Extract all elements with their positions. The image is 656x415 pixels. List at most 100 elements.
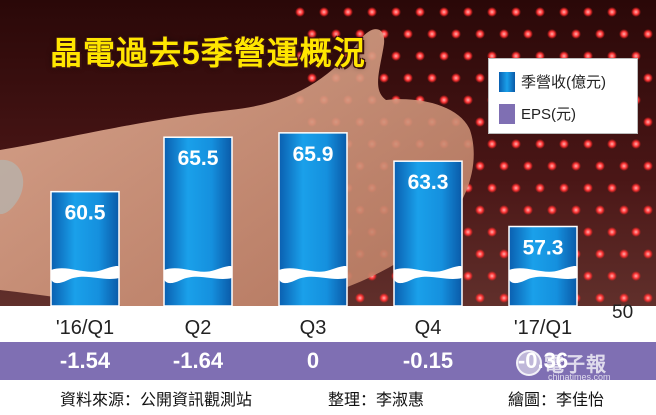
y-baseline-label: 50: [612, 302, 633, 323]
background-led-dot: [607, 271, 617, 281]
background-led-dot: [607, 139, 617, 149]
watermark-circle-icon: [516, 350, 542, 376]
background-led-dot: [319, 7, 329, 17]
background-led-dot: [619, 293, 629, 303]
background-led-dot: [511, 7, 521, 17]
background-led-dot: [451, 29, 461, 39]
legend-label-revenue: 季營收(億元): [521, 74, 606, 91]
background-led-dot: [571, 205, 581, 215]
background-led-dot: [487, 7, 497, 17]
background-led-dot: [523, 205, 533, 215]
background-led-dot: [463, 271, 473, 281]
background-led-dot: [535, 183, 545, 193]
background-led-dot: [379, 73, 389, 83]
background-led-dot: [547, 29, 557, 39]
background-led-dot: [643, 117, 653, 127]
background-led-dot: [475, 161, 485, 171]
background-led-dot: [547, 161, 557, 171]
background-led-dot: [607, 7, 617, 17]
eps-value-label: 0: [306, 348, 320, 373]
background-led-dot: [295, 51, 305, 61]
background-led-dot: [643, 73, 653, 83]
background-led-dot: [511, 139, 521, 149]
background-led-dot: [391, 7, 401, 17]
background-led-dot: [619, 249, 629, 259]
background-led-dot: [619, 29, 629, 39]
revenue-bar-group: 65.9: [278, 132, 348, 307]
background-led-dot: [559, 139, 569, 149]
background-led-dot: [487, 227, 497, 237]
background-led-dot: [595, 29, 605, 39]
legend-swatch-eps: [499, 103, 515, 124]
category-tick-label: '16/Q1: [56, 317, 114, 339]
background-led-dot: [451, 73, 461, 83]
background-led-dot: [583, 183, 593, 193]
background-led-dot: [607, 227, 617, 237]
background-led-dot: [403, 73, 413, 83]
background-led-dot: [439, 95, 449, 105]
watermark-name: 電子報: [544, 354, 607, 376]
background-led-dot: [343, 7, 353, 17]
background-led-dot: [607, 183, 617, 193]
background-led-dot: [595, 249, 605, 259]
background-led-dot: [499, 249, 509, 259]
eps-band: [0, 342, 656, 380]
background-led-dot: [571, 161, 581, 171]
background-led-dot: [331, 29, 341, 39]
background-led-dot: [631, 271, 641, 281]
background-led-dot: [475, 205, 485, 215]
background-led-dot: [583, 271, 593, 281]
background-led-dot: [487, 139, 497, 149]
revenue-bar-chart: 60.565.5 65.963.357.3 '16/Q1 Q2 Q3 Q4'17/Q1 …: [51, 132, 634, 339]
revenue-bar-group: 57.3: [508, 225, 578, 307]
background-led-dot: [643, 293, 653, 303]
watermark-site: chinatimes.com: [548, 372, 611, 382]
background-led-dot: [415, 7, 425, 17]
background-led-dot: [595, 293, 605, 303]
background-led-dot: [355, 293, 365, 303]
background-led-dot: [307, 73, 317, 83]
background-led-dot: [595, 205, 605, 215]
background-led-dot: [511, 183, 521, 193]
background-led-dot: [523, 29, 533, 39]
revenue-bar: [508, 225, 578, 307]
background-led-dot: [643, 29, 653, 39]
legend-swatch-revenue: [499, 71, 515, 92]
background-led-dot: [487, 183, 497, 193]
background-led-dot: [499, 293, 509, 303]
revenue-bar-group: 65.5: [163, 136, 233, 307]
axis-break-wave: [279, 266, 347, 284]
background-led-dot: [619, 205, 629, 215]
background-led-dot: [535, 7, 545, 17]
background-led-dot: [619, 161, 629, 171]
background-led-dot: [415, 51, 425, 61]
background-led-dot: [439, 51, 449, 61]
category-tick-label: Q3: [300, 317, 327, 339]
background-led-dot: [367, 7, 377, 17]
background-led-dot: [475, 29, 485, 39]
background-led-dot: [631, 7, 641, 17]
background-led-dot: [463, 7, 473, 17]
background-led-dot: [295, 7, 305, 17]
background-led-dot: [583, 227, 593, 237]
axis-break-wave: [509, 266, 577, 284]
credit-artist: 繪圖：李佳怡: [508, 392, 605, 409]
background-led-dot: [403, 29, 413, 39]
background-led-dot: [583, 139, 593, 149]
background-led-dot: [631, 227, 641, 237]
background-led-dot: [643, 161, 653, 171]
background-led-dot: [475, 117, 485, 127]
background-led-dot: [463, 51, 473, 61]
revenue-value-label: 65.9: [293, 143, 334, 166]
background-led-dot: [463, 227, 473, 237]
category-tick-label: '17/Q1: [514, 317, 572, 339]
eps-value-label: -0.15: [402, 348, 454, 373]
revenue-value-label: 63.3: [408, 171, 449, 194]
background-led-dot: [523, 161, 533, 171]
background-led-dot: [439, 7, 449, 17]
background-led-dot: [643, 249, 653, 259]
eps-value-label: -1.54: [59, 348, 111, 373]
background-led-dot: [499, 161, 509, 171]
revenue-bar-group: 63.3: [393, 160, 463, 307]
